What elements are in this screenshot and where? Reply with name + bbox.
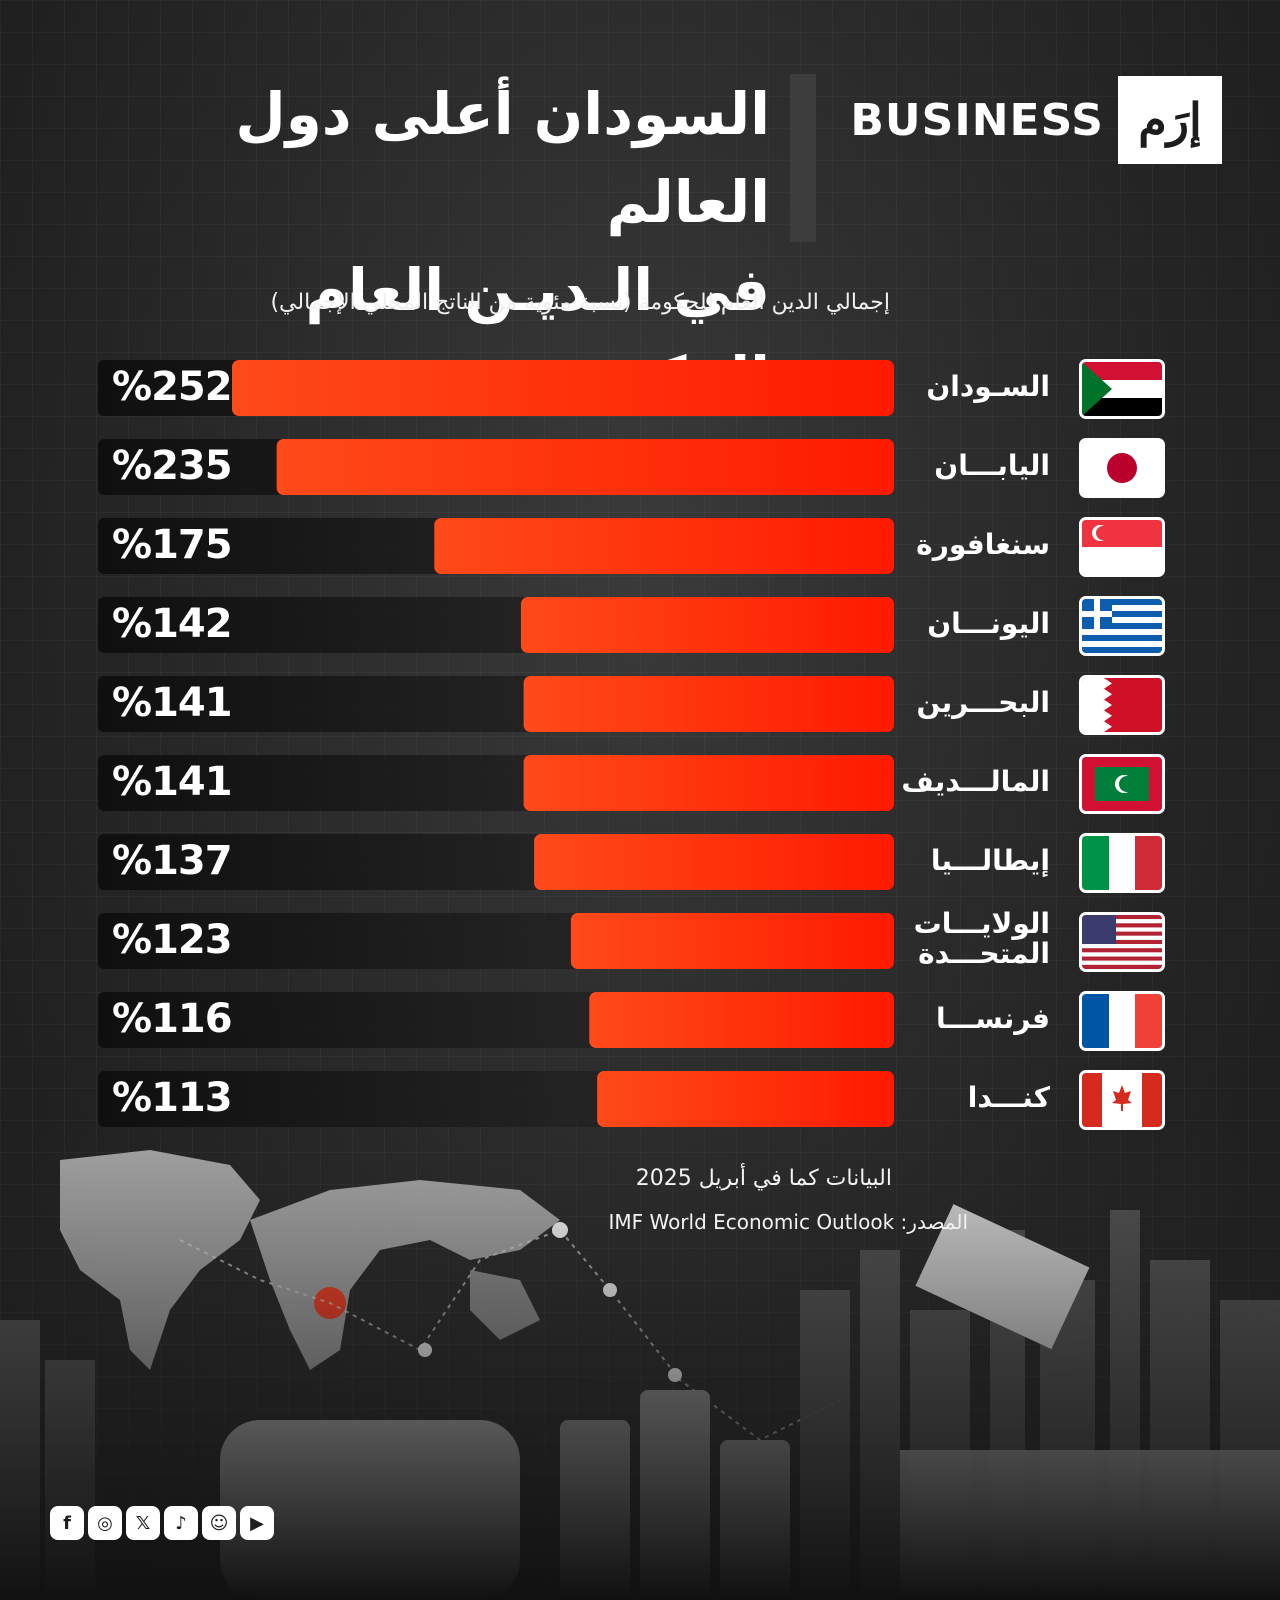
tiktok-icon[interactable]: ♪ (164, 1506, 198, 1540)
snapchat-icon[interactable]: ☺ (202, 1506, 236, 1540)
source-note: المصدر: IMF World Economic Outlook (608, 1210, 968, 1234)
social-icons: f ◎ 𝕏 ♪ ☺ ▶ (50, 1506, 274, 1540)
chart-title: إجمالي الدين العام للحكومة (نسبة مئوية م… (270, 290, 890, 315)
youtube-icon[interactable]: ▶ (240, 1506, 274, 1540)
logo-text: BUSINESS (850, 94, 1104, 146)
title-line-1: السودان أعلى دول العالم (235, 80, 770, 236)
x-icon[interactable]: 𝕏 (126, 1506, 160, 1540)
facebook-icon[interactable]: f (50, 1506, 84, 1540)
brand-logo: BUSINESS إرَم (850, 76, 1222, 164)
instagram-icon[interactable]: ◎ (88, 1506, 122, 1540)
date-note: البيانات كما في أبريل 2025 (635, 1166, 892, 1191)
title-line-2: في الـديـن العام الحكومي (305, 256, 770, 412)
page-title: السودان أعلى دول العالم في الـديـن العام… (70, 70, 770, 422)
header-divider (790, 74, 816, 242)
logo-mark: إرَم (1118, 76, 1222, 164)
